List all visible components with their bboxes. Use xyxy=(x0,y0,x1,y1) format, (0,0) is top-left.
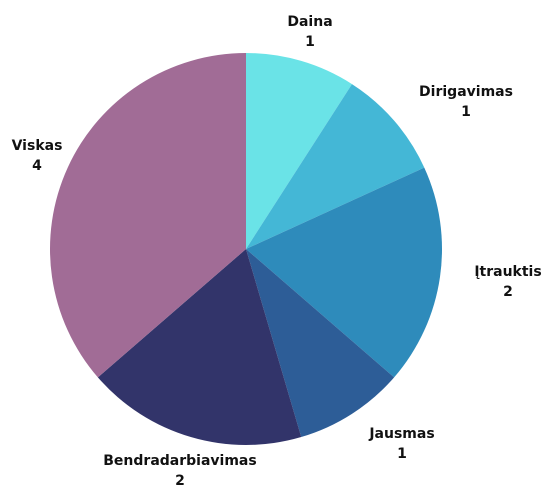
pie-slice-bendradarbiavimas xyxy=(97,249,302,445)
slice-label-value: 1 xyxy=(305,34,315,50)
slice-label-value: 2 xyxy=(175,473,185,485)
pie-slice-įtrauktis xyxy=(246,167,443,378)
slice-label-name: Įtrauktis xyxy=(474,264,541,280)
slice-label-value: 4 xyxy=(32,158,42,174)
pie-slice-daina xyxy=(246,53,352,249)
slice-label-name: Bendradarbiavimas xyxy=(103,453,256,469)
slice-label-name: Jausmas xyxy=(368,426,434,442)
slice-label-value: 2 xyxy=(503,284,513,300)
pie-slice-viskas xyxy=(49,53,246,378)
slice-label-value: 1 xyxy=(397,446,407,462)
slice-label-name: Viskas xyxy=(12,138,63,154)
pie-slice-dirigavimas xyxy=(246,84,425,249)
slice-label-value: 1 xyxy=(461,104,471,120)
slice-label-name: Dirigavimas xyxy=(419,84,513,100)
slice-label-name: Daina xyxy=(287,14,332,30)
pie-labels: Daina 1 Dirigavimas 1 Įtrauktis 2 Jausmas 1 Bend… xyxy=(12,14,542,485)
pie-slice-jausmas xyxy=(246,249,395,438)
pie-slices xyxy=(49,53,443,445)
